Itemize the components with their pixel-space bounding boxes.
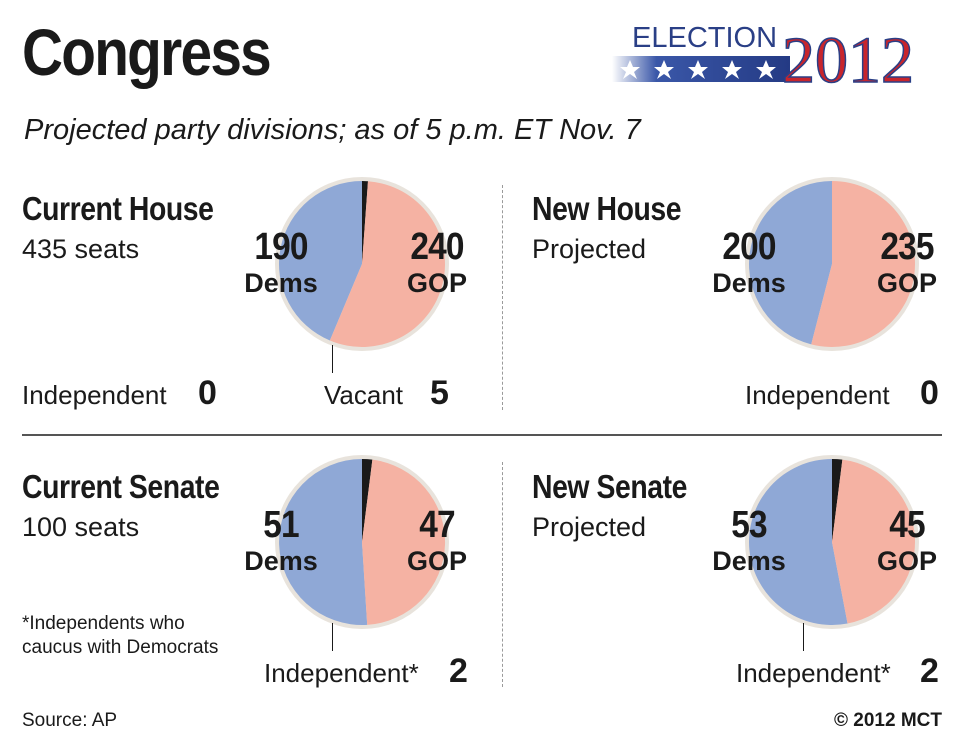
new-senate-dems-value: 53: [731, 504, 767, 546]
current-senate-gop-label: GOP: [406, 546, 467, 576]
new-house-dems-label: Dems: [712, 268, 786, 298]
new-house-independent-label: Independent: [745, 380, 890, 410]
pie-slice-dems: [278, 180, 362, 341]
current-house-title: Current House: [22, 190, 214, 227]
pie-slice-gop: [811, 181, 916, 347]
new-senate-independent-value: 2: [920, 652, 939, 690]
new-senate-independent-label: Independent*: [736, 658, 891, 688]
pie-slice-dems: [279, 459, 368, 625]
pie-slice-vacant: [362, 181, 368, 264]
new-house-independent-value: 0: [920, 374, 939, 412]
current-senate-title: Current Senate: [22, 468, 220, 505]
pie-slice-dems: [749, 181, 832, 345]
new-house-title: New House: [532, 190, 682, 227]
current-house-vacant-label: Vacant: [324, 380, 404, 410]
new-house-gop-value: 235: [880, 226, 934, 268]
current-senate-dems-value: 51: [263, 504, 299, 546]
current-house-subtitle: 435 seats: [22, 234, 140, 264]
new-senate-gop-label: GOP: [876, 546, 937, 576]
current-house-gop-value: 240: [410, 226, 464, 268]
page-title: Congress: [22, 15, 272, 89]
current-house-dems-label: Dems: [244, 268, 318, 298]
vertical-divider-top: [502, 185, 503, 410]
current-house-independent-label: Independent: [22, 380, 167, 410]
pie-slice-dems: [748, 459, 848, 625]
new-house-gop-label: GOP: [876, 268, 937, 298]
logo-year: 2012: [782, 24, 914, 97]
current-house-vacant-value: 5: [430, 374, 449, 412]
current-house-dems-value: 190: [254, 226, 308, 268]
horizontal-divider: [22, 434, 942, 436]
new-senate-independent-leader: [803, 623, 804, 651]
vertical-divider-bottom: [502, 462, 503, 687]
new-senate-subtitle: Projected: [532, 512, 647, 542]
new-senate-dems-label: Dems: [712, 546, 786, 576]
current-house-independent-value: 0: [198, 374, 217, 412]
election-2012-logo: ELECTION 2012: [612, 22, 915, 98]
copyright-credit: © 2012 MCT: [834, 710, 942, 731]
logo-stars-icon: [620, 60, 776, 79]
current-senate-independent-label: Independent*: [264, 658, 419, 688]
pie-slice-gop: [362, 459, 446, 625]
new-house-subtitle: Projected: [532, 234, 647, 264]
new-senate-gop-value: 45: [889, 504, 925, 546]
new-senate-title: New Senate: [532, 468, 688, 505]
current-senate-dems-label: Dems: [244, 546, 318, 576]
current-senate-footnote: *Independents who caucus with Democrats: [22, 613, 219, 658]
current-house-gop-label: GOP: [406, 268, 467, 298]
source-note: Source: AP: [22, 710, 118, 731]
current-senate-independent-leader: [332, 623, 333, 651]
pie-slice-gop: [832, 459, 916, 624]
pie-slice-gop: [329, 181, 446, 348]
pie-slice-ind: [832, 459, 843, 542]
current-senate-independent-value: 2: [449, 652, 468, 690]
logo-word: ELECTION: [632, 22, 777, 54]
current-senate-gop-value: 47: [419, 504, 455, 546]
current-senate-subtitle: 100 seats: [22, 512, 140, 542]
current-house-vacant-leader: [332, 345, 333, 373]
pie-slice-ind: [362, 459, 373, 542]
page-subtitle: Projected party divisions; as of 5 p.m. …: [24, 114, 641, 146]
new-house-dems-value: 200: [722, 226, 776, 268]
